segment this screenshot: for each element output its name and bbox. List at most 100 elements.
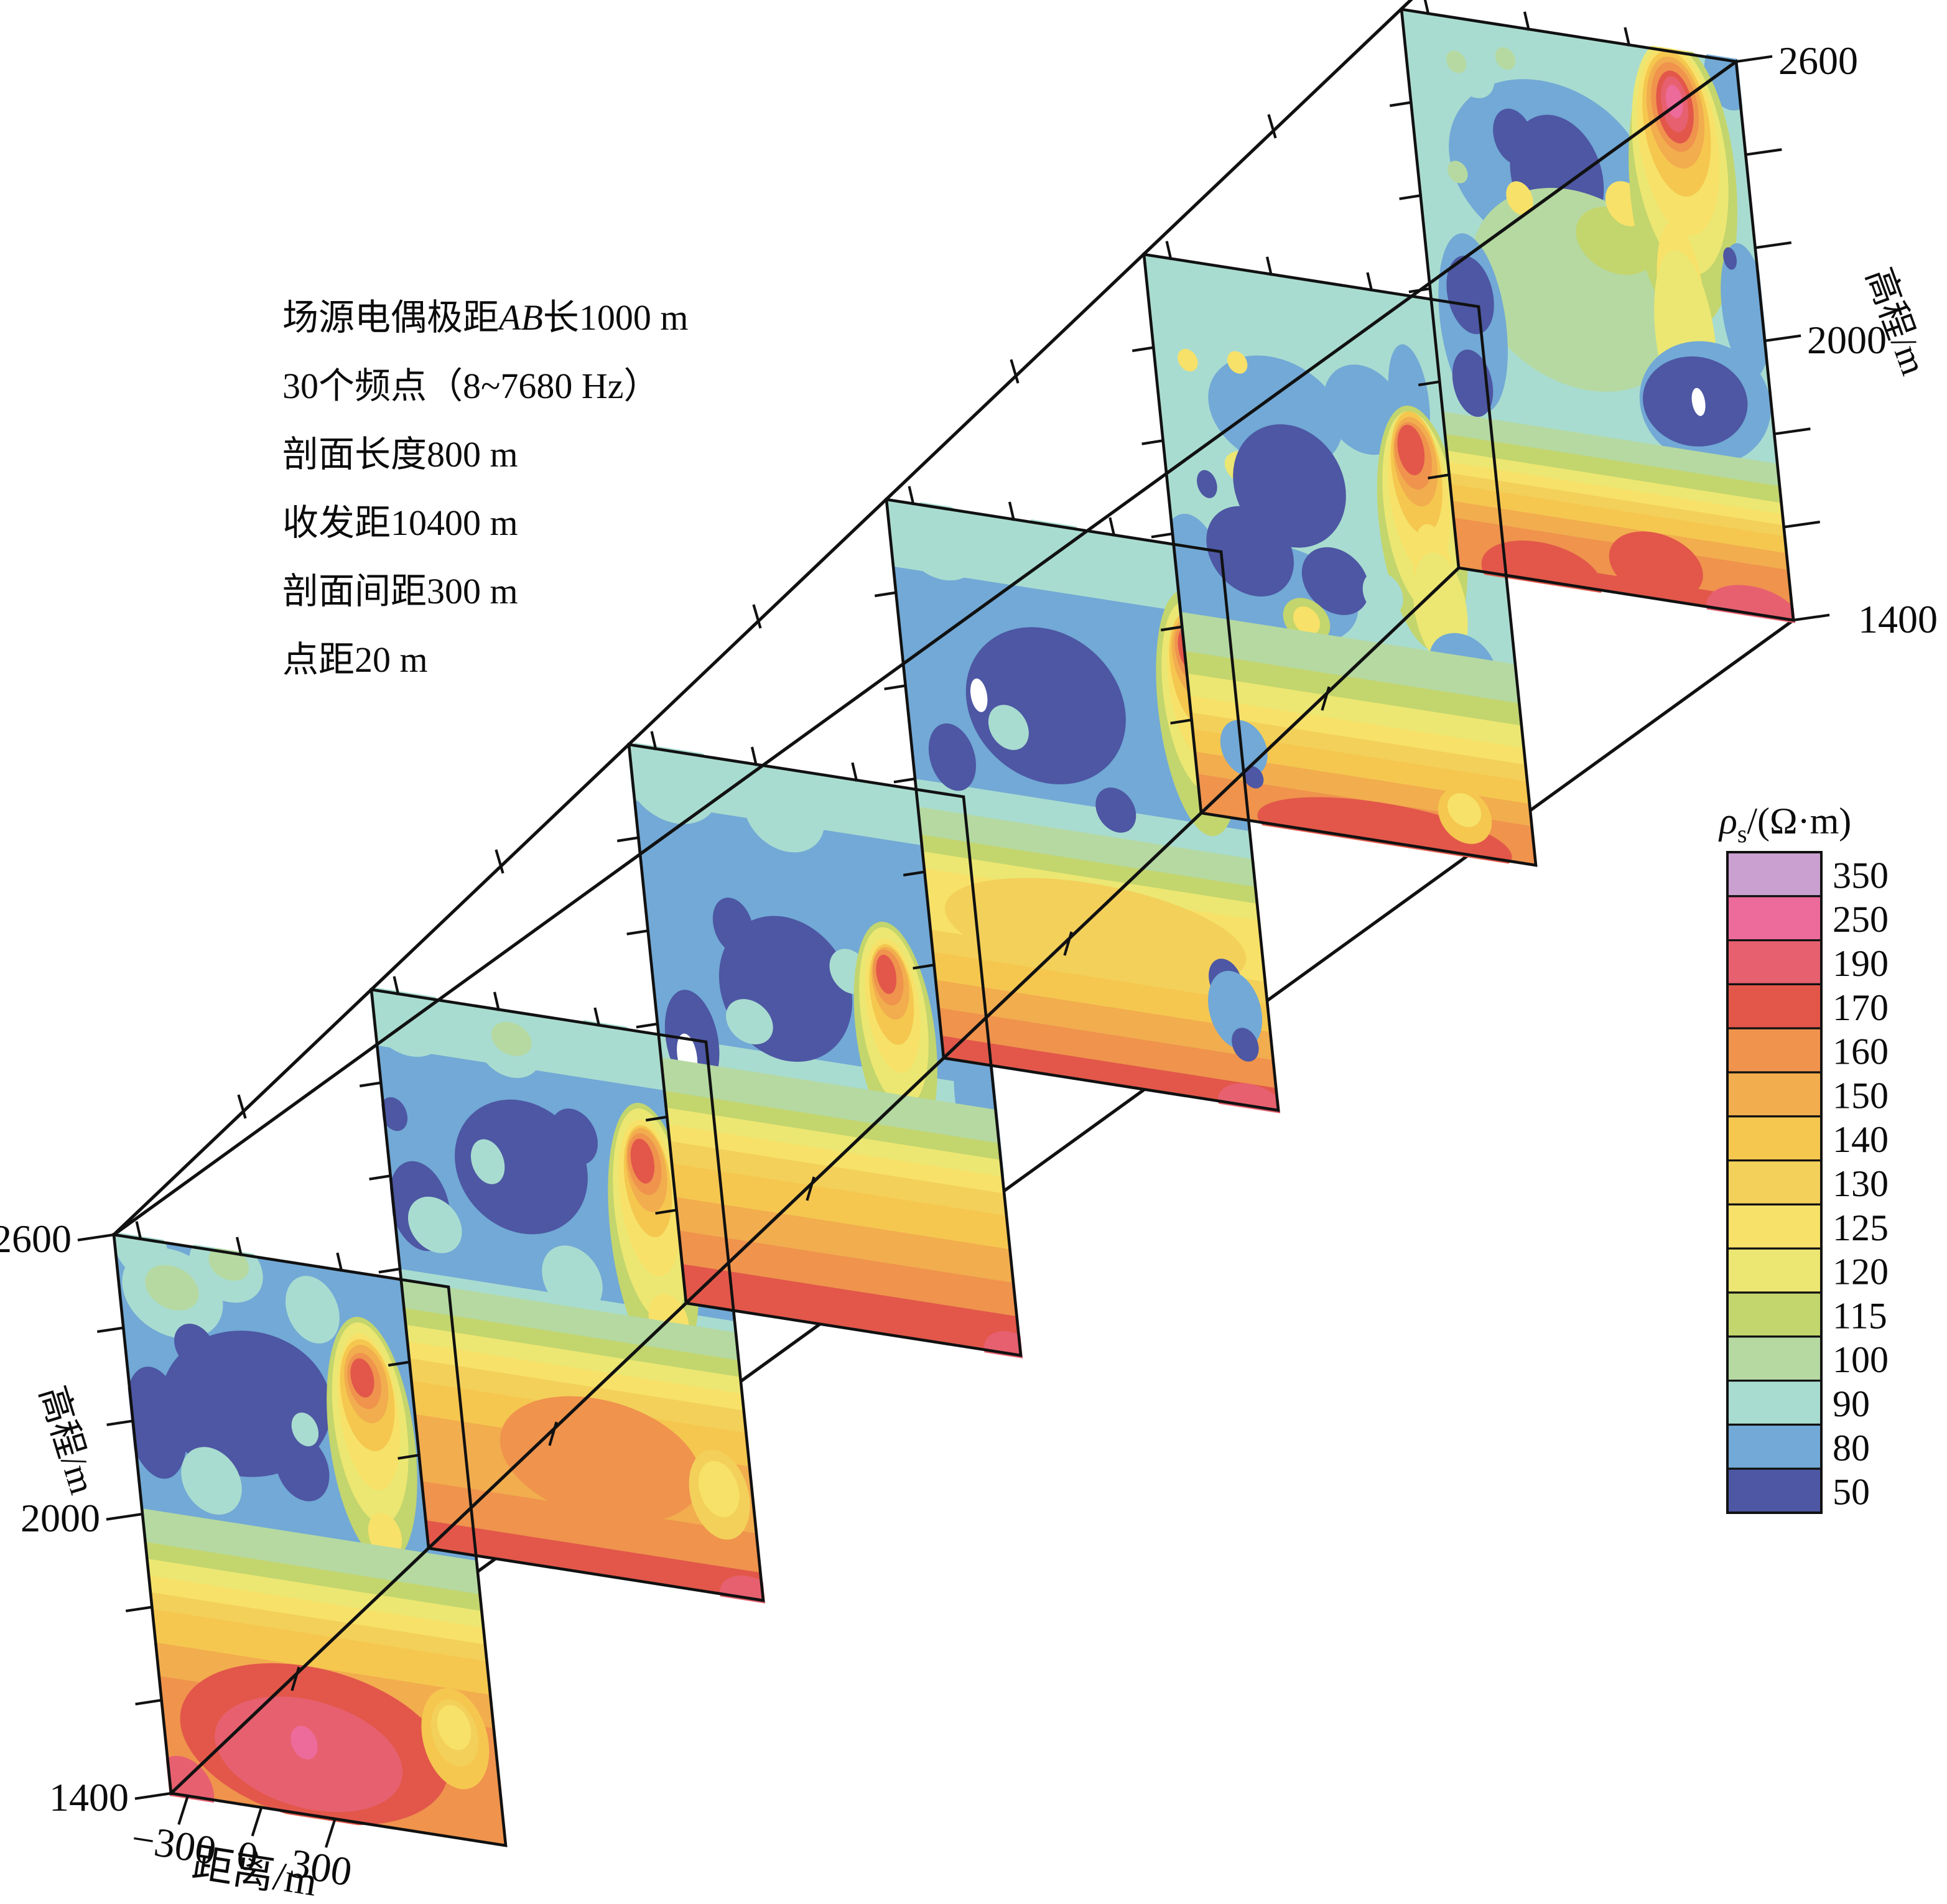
- section-4-zone-50: [928, 723, 977, 791]
- colorbar-label-250: 250: [1833, 899, 1889, 940]
- colorbar-label-120: 120: [1833, 1252, 1889, 1293]
- section-4-zone-50: [1095, 787, 1136, 833]
- section-2-zone-50: [551, 1108, 598, 1165]
- colorbar-cell-190: [1726, 939, 1823, 985]
- elevation-tick-minor: [913, 963, 936, 970]
- right-elevation-tick: [1744, 148, 1782, 157]
- elevation-tick-minor: [616, 836, 640, 843]
- distance-tick-top: [1423, 0, 1430, 16]
- distance-tick-top: [650, 731, 658, 751]
- elevation-tick-minor: [1418, 380, 1441, 387]
- colorbar-label-90: 90: [1833, 1383, 1870, 1424]
- colorbar-cell-80: [1726, 1423, 1823, 1470]
- top-rail-tick: [1010, 359, 1020, 384]
- colorbar-title: ρs/(Ω·m): [1718, 801, 1851, 848]
- section-2-zone-100: [491, 1021, 532, 1056]
- elevation-tick-minor: [645, 1115, 669, 1122]
- distance-tick-top: [493, 991, 500, 1011]
- colorbar-legend: 3502501901701601501401301251201151009080…: [1726, 851, 1889, 1514]
- elevation-tick-minor: [359, 1081, 383, 1088]
- section-4-band-170: [941, 1036, 1279, 1110]
- bottom-rail-tick: [290, 1666, 300, 1691]
- right-elevation-tick: [1772, 427, 1811, 436]
- left-elevation-tick: [106, 1419, 135, 1426]
- section-1-zone-125: [437, 1705, 472, 1750]
- section-4-zone-80: [1208, 970, 1263, 1050]
- section-6-zone-50: [1446, 255, 1494, 335]
- colorbar-label-115: 115: [1833, 1295, 1887, 1336]
- section-1-zone-90: [291, 1412, 319, 1447]
- section-3-zone-90: [855, 783, 910, 840]
- elevation-tick-minor: [874, 591, 898, 598]
- section-5-zone-50: [1243, 766, 1264, 789]
- distance-tick-bottom: [251, 1806, 263, 1837]
- distance-tick-top: [851, 762, 858, 782]
- distance-tick-top: [235, 1237, 243, 1256]
- left-elevation-tick: [134, 1791, 173, 1800]
- distance-tick-top: [1624, 27, 1631, 47]
- section-2-zone-160: [500, 1396, 702, 1523]
- section-1-contour: [114, 1232, 506, 1846]
- distance-tick-top: [908, 486, 915, 506]
- colorbar-label-350: 350: [1833, 855, 1889, 896]
- annotation-block: 场源电偶极距AB长1000 m 30个频点（8~7680 Hz） 剖面长度800 m…: [282, 297, 689, 680]
- section-5-contour: [1144, 254, 1536, 868]
- section-6-zone-white: [1691, 388, 1706, 416]
- section-5-clip: [1144, 254, 1536, 868]
- section-5-zone-90: [1362, 571, 1403, 617]
- section-3-zone-170: [876, 954, 897, 994]
- elevation-tick-minor: [884, 684, 908, 690]
- colorbar-label-130: 130: [1833, 1163, 1889, 1204]
- section-3-zone-90: [743, 773, 825, 853]
- colorbar-cell-150: [1726, 1071, 1823, 1118]
- distance-tick-top: [336, 1252, 343, 1272]
- right-elevation-label-2600: 2600: [1778, 39, 1858, 83]
- colorbar-cell-130: [1726, 1159, 1823, 1205]
- colorbar-cell-160: [1726, 1027, 1823, 1074]
- colorbar-border: [1726, 851, 1823, 1514]
- section-5-zone-125: [1227, 351, 1248, 374]
- section-2-zone-125: [699, 1461, 740, 1518]
- annotation-line-5: 剖面间距300 m: [282, 571, 518, 611]
- section-2-zone-90: [407, 1196, 462, 1253]
- section-6-clip: [1401, 9, 1796, 623]
- section-1-zone-50: [174, 1324, 215, 1369]
- section-4-zone-90: [899, 501, 981, 581]
- bottom-rail-tick: [806, 1176, 816, 1201]
- left-elevation-axis-title: 高程/m: [32, 1382, 103, 1498]
- annotation-line-4: 收发距10400 m: [282, 503, 518, 543]
- right-elevation-tick: [1791, 613, 1830, 622]
- section-1-zone-50: [275, 1433, 330, 1502]
- section-5-zone-125: [1178, 348, 1198, 372]
- section-5-zone-170: [1397, 424, 1425, 475]
- colorbar-cell-50: [1726, 1467, 1823, 1514]
- section-3-zone-50: [712, 898, 754, 954]
- bottom-rail-tick: [548, 1421, 558, 1446]
- colorbar-label-50: 50: [1833, 1472, 1870, 1513]
- left-elevation-tick: [77, 1233, 116, 1242]
- left-elevation-tick: [125, 1605, 154, 1613]
- section-2-zone-90: [471, 1139, 505, 1184]
- distance-tick-top: [1523, 11, 1530, 31]
- annotation-line-1: 场源电偶极距AB长1000 m: [282, 297, 689, 338]
- top-rail-tick: [237, 1094, 247, 1119]
- distance-tick-top: [135, 1221, 142, 1241]
- section-2-zone-90: [542, 1245, 603, 1314]
- elevation-tick-minor: [1408, 287, 1432, 294]
- distance-tick-top: [1108, 517, 1116, 537]
- section-2-zone-170: [630, 1138, 655, 1184]
- elevation-tick-minor: [388, 1360, 411, 1367]
- bottom-rail-tick: [1321, 686, 1331, 711]
- colorbar-label-100: 100: [1833, 1339, 1889, 1380]
- colorbar-label-190: 190: [1833, 943, 1889, 984]
- section-5-zone-50: [1301, 547, 1370, 615]
- section-1-clip: [114, 1232, 506, 1846]
- annotation-line-2: 30个频点（8~7680 Hz）: [282, 366, 660, 406]
- distance-tick-top: [393, 976, 400, 996]
- colorbar-cell-120: [1726, 1247, 1823, 1294]
- axis-ticks: [77, 0, 1830, 1848]
- section-1-zone-90: [286, 1276, 340, 1344]
